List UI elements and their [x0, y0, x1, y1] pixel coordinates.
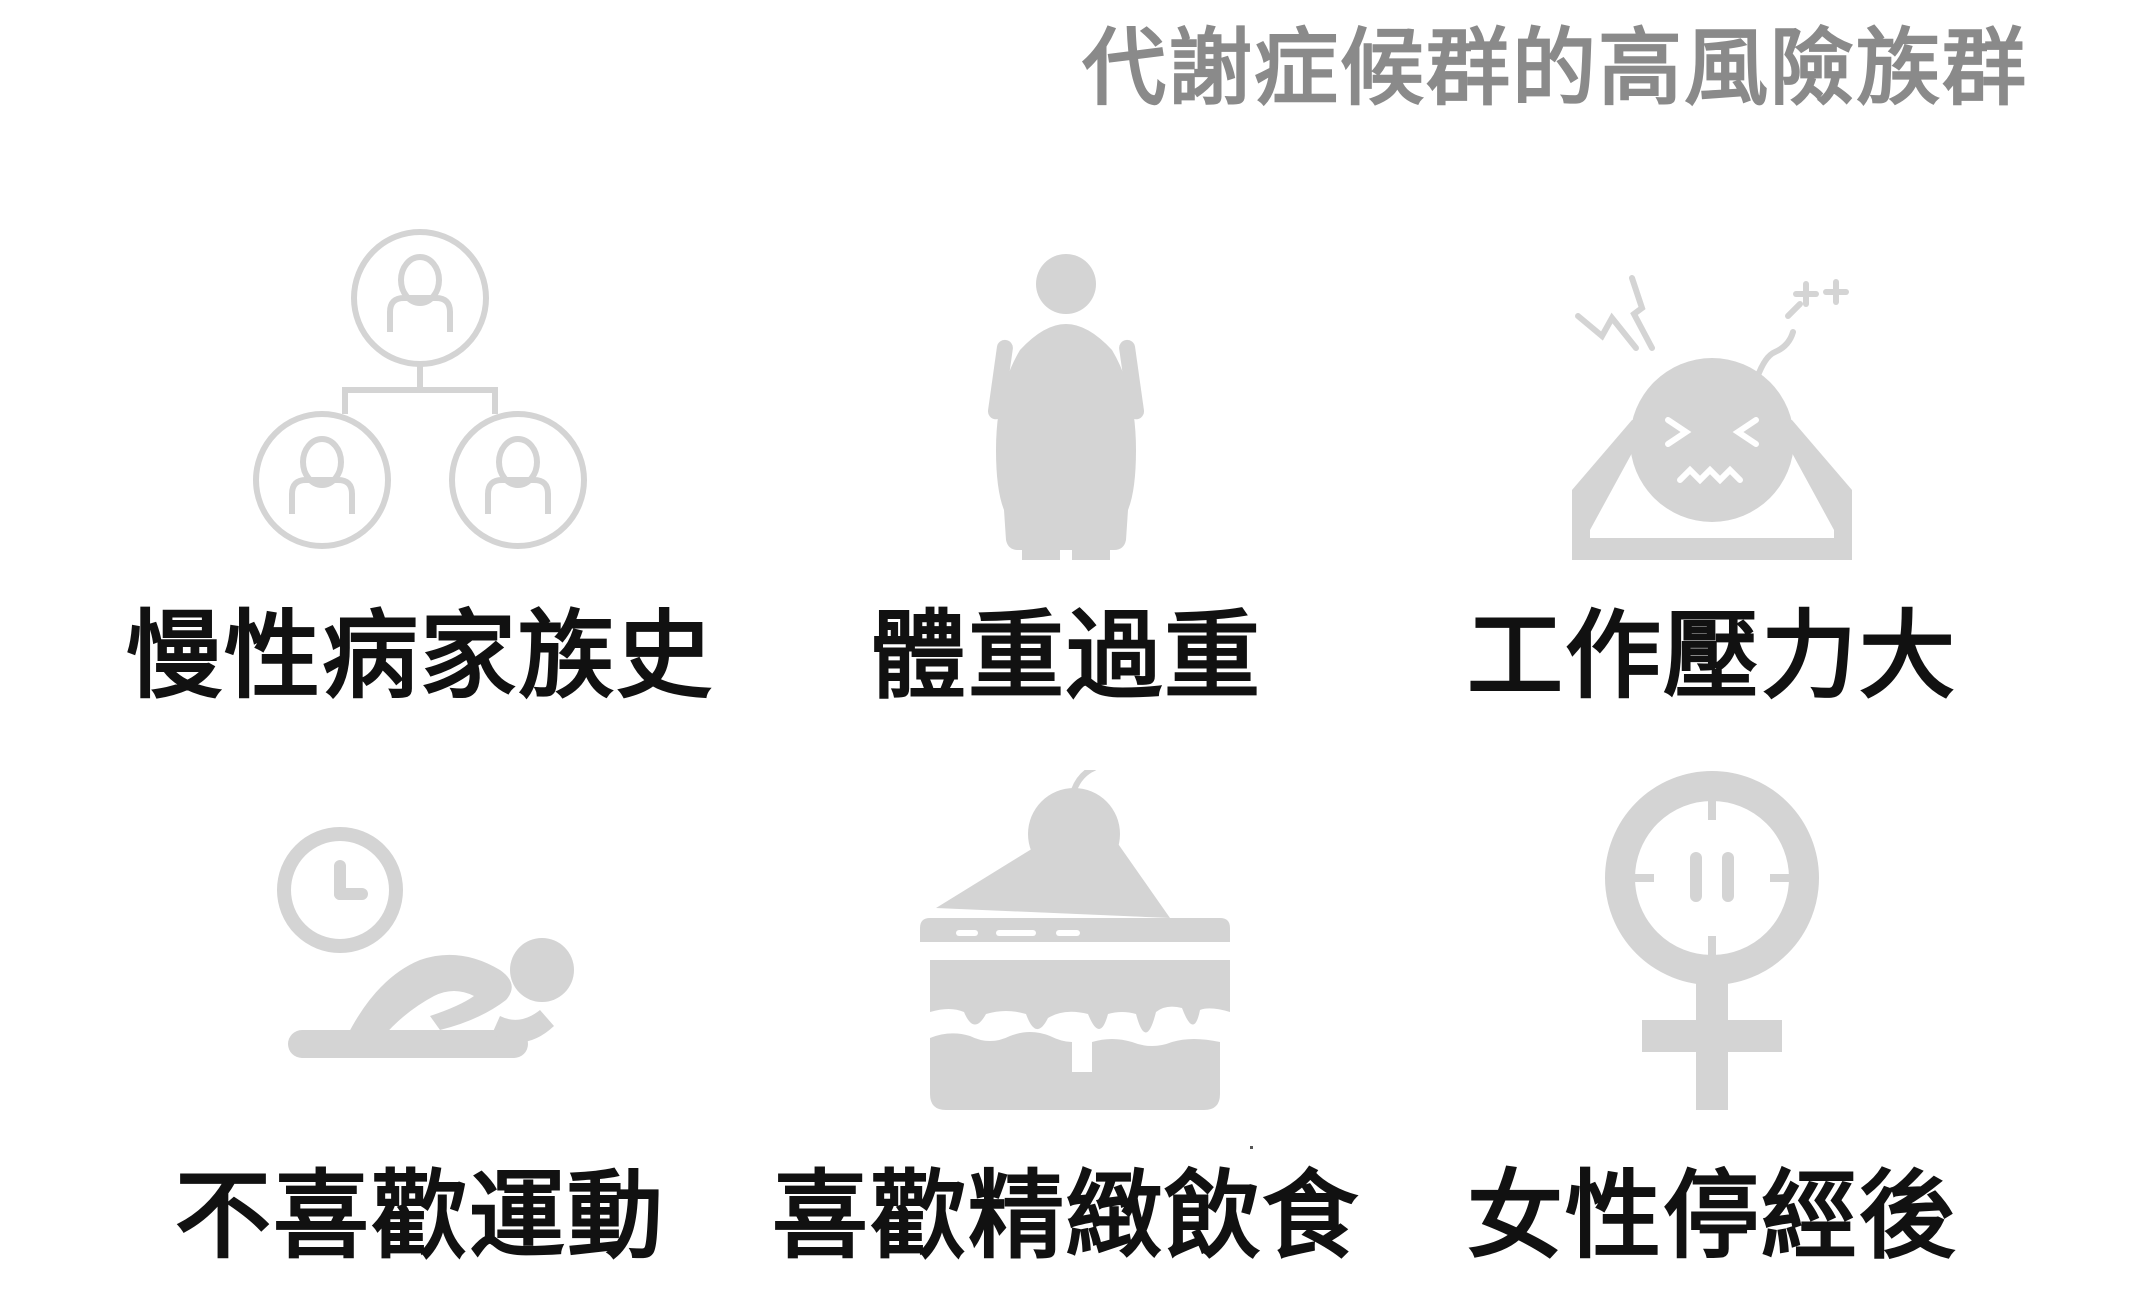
group-no-exercise: 不喜歡運動 [100, 770, 740, 1270]
group-label: 不喜歡運動 [175, 1160, 665, 1272]
overweight-person-icon [746, 220, 1386, 560]
group-refined-diet: 喜歡精緻飲食 [746, 770, 1386, 1270]
group-label: 慢性病家族史 [126, 600, 714, 712]
group-family-history: 慢性病家族史 [100, 220, 740, 720]
group-label: 體重過重 [870, 600, 1262, 712]
female-symbol-icon [1392, 770, 2032, 1110]
group-label: 工作壓力大 [1467, 600, 1957, 712]
group-work-stress: 工作壓力大 [1392, 220, 2032, 720]
stray-mark [1250, 1146, 1253, 1149]
cake-slice-icon [746, 770, 1386, 1110]
page-title: 代謝症候群的高風險族群 [1081, 19, 2028, 117]
group-label: 女性停經後 [1467, 1160, 1957, 1272]
group-postmenopausal: 女性停經後 [1392, 770, 2032, 1270]
group-overweight: 體重過重 [746, 220, 1386, 720]
family-tree-icon [100, 220, 740, 560]
stressed-bomb-head-icon [1392, 220, 2032, 560]
group-label: 喜歡精緻飲食 [772, 1160, 1360, 1272]
lying-down-clock-icon [100, 770, 740, 1110]
